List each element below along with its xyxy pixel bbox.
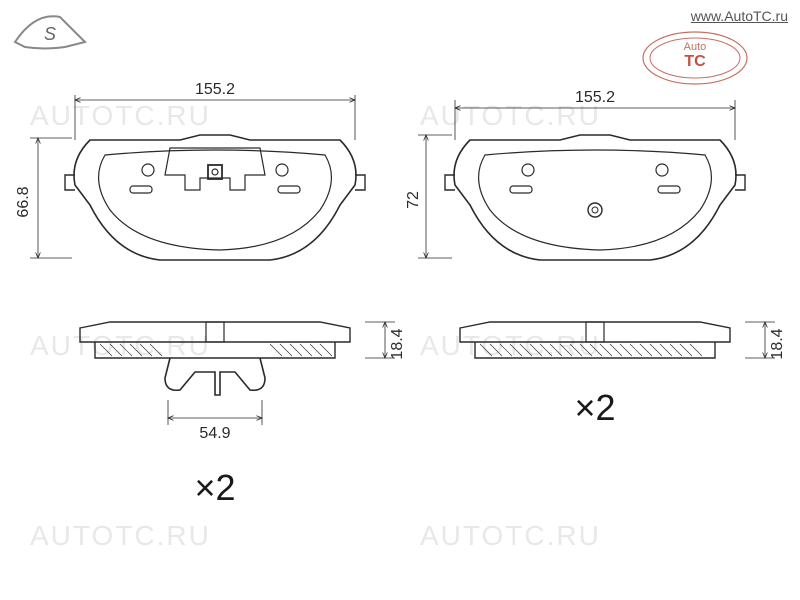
right-thickness-value: 18.4	[769, 328, 786, 359]
right-height-dim: 72	[405, 135, 452, 258]
left-clip-dim: 54.9	[168, 400, 262, 442]
left-multiplier: ×2	[194, 467, 235, 508]
site-url: www.AutoTC.ru	[691, 8, 788, 26]
right-multiplier: ×2	[574, 387, 615, 428]
left-height-value: 66.8	[15, 186, 32, 217]
left-clip-value: 54.9	[199, 425, 230, 442]
left-side-view	[80, 322, 350, 395]
brand-logo-icon: S	[15, 16, 85, 48]
right-thickness-dim: 18.4	[745, 322, 786, 360]
left-width-value: 155.2	[195, 81, 235, 98]
left-width-dim: 155.2	[75, 81, 355, 140]
right-width-dim: 155.2	[455, 89, 735, 140]
svg-text:S: S	[44, 24, 56, 44]
svg-text:Auto: Auto	[684, 41, 707, 53]
left-height-dim: 66.8	[15, 138, 72, 258]
left-thickness-value: 18.4	[389, 328, 406, 359]
left-pad-front	[65, 135, 365, 260]
svg-text:TC: TC	[684, 53, 706, 70]
right-side-view	[460, 322, 730, 358]
right-pad-front	[445, 135, 745, 260]
site-stamp: Auto TC	[643, 32, 747, 84]
right-width-value: 155.2	[575, 89, 615, 106]
right-height-value: 72	[405, 191, 422, 209]
left-thickness-dim: 18.4	[365, 322, 406, 360]
diagram-svg: 155.2 66.8 18.4 54.9	[0, 0, 800, 600]
